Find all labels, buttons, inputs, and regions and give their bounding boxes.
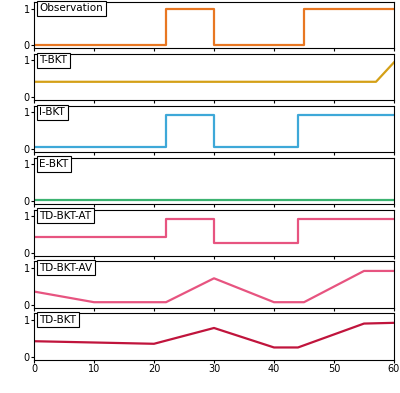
Text: TD-BKT-AT: TD-BKT-AT xyxy=(39,211,92,221)
Text: I-BKT: I-BKT xyxy=(39,107,65,117)
Text: TD-BKT-AV: TD-BKT-AV xyxy=(39,263,92,273)
Text: E-BKT: E-BKT xyxy=(39,159,69,169)
Text: Observation: Observation xyxy=(39,4,103,13)
Text: T-BKT: T-BKT xyxy=(39,55,67,65)
Text: TD-BKT: TD-BKT xyxy=(39,315,76,325)
